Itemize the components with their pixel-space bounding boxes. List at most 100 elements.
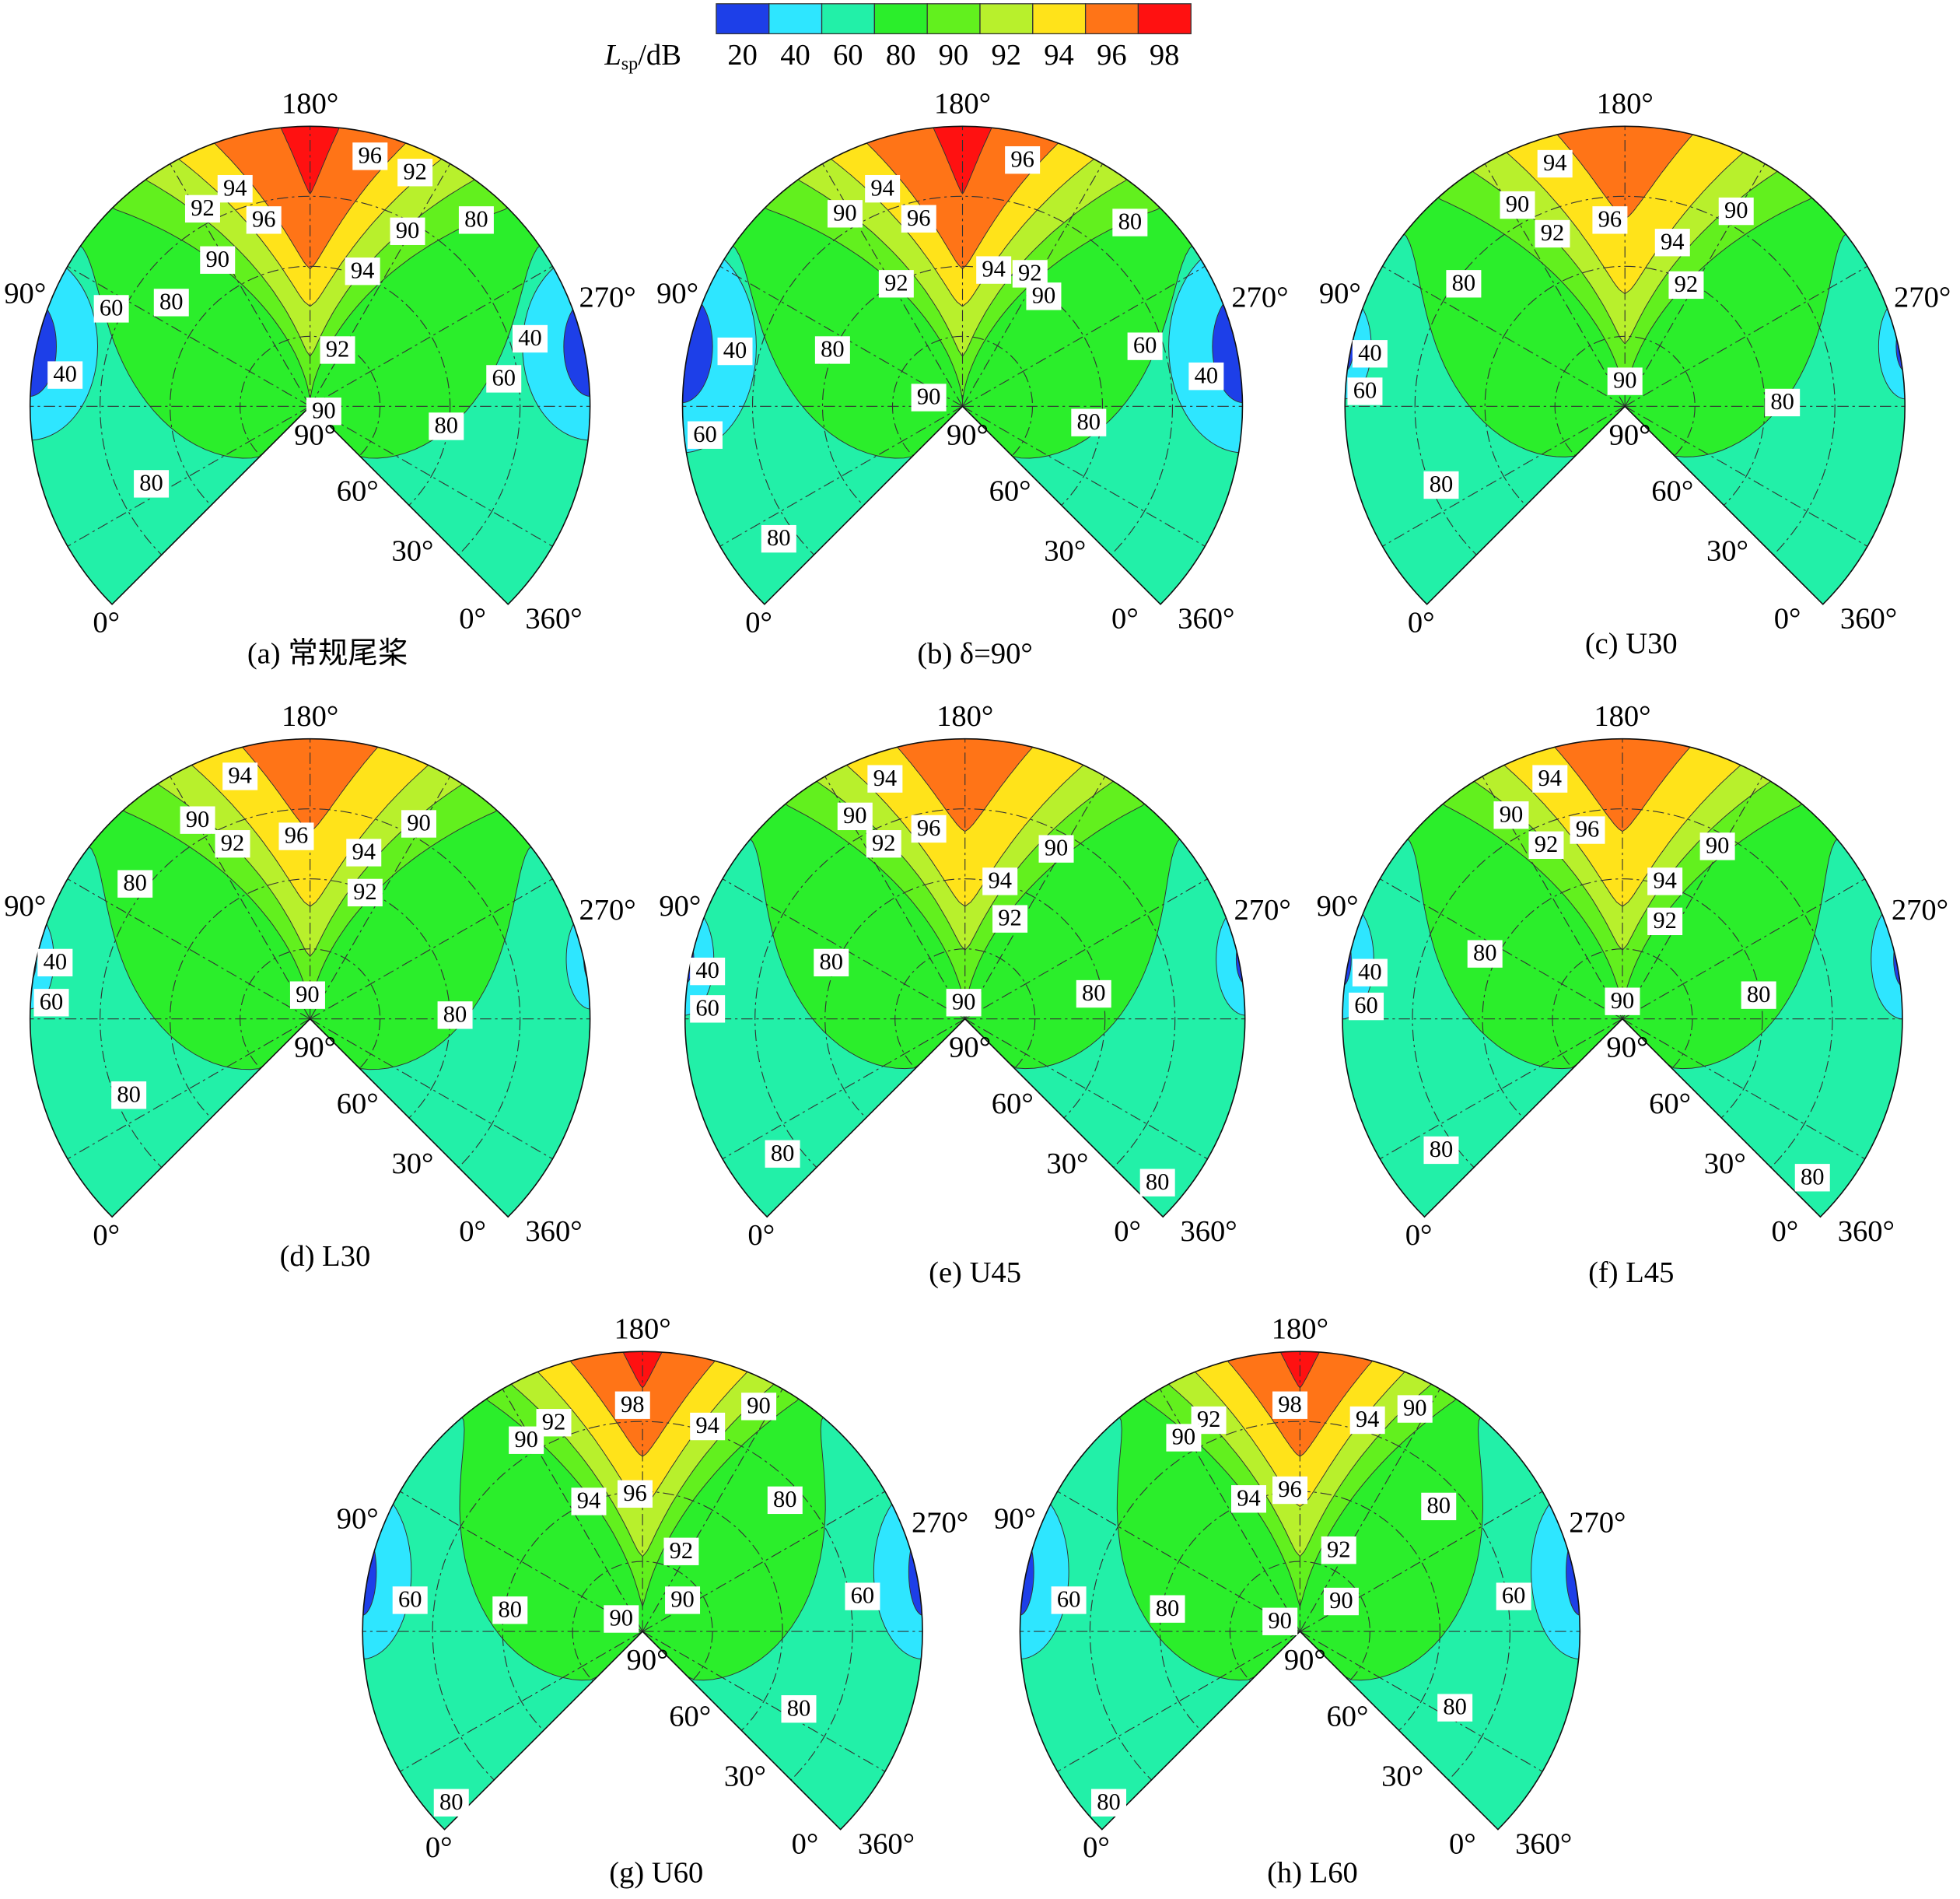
- contour-label: 90: [917, 384, 941, 410]
- contour-label: 80: [787, 1694, 811, 1721]
- contour-label-box: [1038, 835, 1074, 863]
- contour-label-box: [617, 1480, 653, 1508]
- angle-label: 0°: [1449, 1827, 1476, 1860]
- contour-label-box: [509, 1426, 544, 1454]
- contour-label-box: [814, 336, 850, 364]
- contour-label: 90: [843, 802, 867, 829]
- contour-label-box: [184, 194, 220, 223]
- angle-label: 270°: [1231, 282, 1288, 314]
- contour-label-box: [604, 1605, 639, 1633]
- grid-radial: [170, 776, 311, 1019]
- contour-label-box: [837, 802, 873, 831]
- contour-label-box: [1467, 940, 1503, 968]
- contour-label: 60: [398, 1586, 422, 1613]
- contour-label: 90: [407, 810, 431, 836]
- grid-radial: [1382, 405, 1626, 547]
- contour-label-box: [47, 361, 83, 389]
- colorbar-cell: [979, 3, 1034, 35]
- colorbar-tick-label: 60: [833, 39, 863, 72]
- angle-label: 90°: [337, 1503, 379, 1536]
- contour-label: 80: [499, 1596, 523, 1622]
- contour-label-box: [1718, 197, 1754, 226]
- contour-label: 80: [159, 288, 184, 314]
- contour-label: 94: [870, 174, 894, 201]
- colorbar-cell: [873, 3, 928, 35]
- contour-label: 92: [1327, 1536, 1351, 1562]
- contour-label-box: [222, 762, 258, 790]
- contour-label-box: [437, 1001, 473, 1029]
- angle-label: 0°: [1083, 1831, 1110, 1864]
- angle-label: 0°: [747, 1219, 775, 1252]
- contour-label: 80: [1443, 1694, 1467, 1720]
- grid-arc: [432, 1421, 853, 1830]
- angle-label: 270°: [1234, 894, 1291, 927]
- contour-label: 92: [1541, 219, 1565, 246]
- contour-label-box: [1493, 801, 1529, 829]
- region: [932, 126, 993, 194]
- contour-label: 40: [53, 361, 77, 387]
- contour-label-box: [1150, 1595, 1185, 1623]
- contour-label: 96: [252, 205, 276, 232]
- colorbar-tick-label: 20: [727, 39, 758, 72]
- region: [1566, 1527, 1580, 1616]
- colorbar-cell: [1084, 3, 1139, 35]
- grid-arc: [100, 808, 521, 1218]
- contour-label: 92: [191, 194, 215, 221]
- contour-label-box: [1500, 191, 1535, 219]
- angle-label: 60°: [1649, 1088, 1691, 1120]
- contour-label-box: [1005, 146, 1041, 174]
- contour-label-box: [215, 830, 250, 858]
- contour-label: 80: [1146, 1168, 1170, 1195]
- contour-label: 96: [285, 822, 309, 849]
- contour-label: 92: [542, 1408, 566, 1435]
- contour-label: 96: [1010, 145, 1034, 172]
- contour-label: 60: [40, 988, 64, 1014]
- contour-label: 80: [439, 1789, 464, 1815]
- contour-label-box: [1127, 332, 1163, 360]
- contour-label-box: [347, 878, 383, 907]
- contour-label: 92: [884, 269, 908, 296]
- contour-label: 94: [1538, 765, 1563, 791]
- angle-label: 30°: [1704, 1147, 1746, 1180]
- grid-radial: [1622, 1018, 1866, 1160]
- contour-label: 90: [1613, 367, 1637, 394]
- contour-label-box: [690, 1412, 726, 1441]
- contour-label-box: [665, 1586, 701, 1614]
- contour-label-box: [571, 1487, 607, 1515]
- angle-label: 270°: [1892, 894, 1948, 927]
- contour-label: 92: [998, 905, 1022, 931]
- angle-label: 0°: [93, 606, 120, 639]
- region: [362, 1527, 377, 1616]
- angle-label: 0°: [93, 1219, 120, 1252]
- grid-radial: [824, 776, 966, 1019]
- contour-label-box: [93, 295, 129, 323]
- grid-radial: [1379, 878, 1623, 1020]
- contour-label-box: [1112, 208, 1148, 236]
- contour-label-box: [814, 948, 849, 977]
- contour-label-box: [717, 337, 753, 366]
- contour-label: 40: [1195, 362, 1219, 388]
- angle-label: 60°: [669, 1700, 711, 1733]
- contour-label: 90: [1045, 835, 1069, 861]
- contour-label-box: [289, 981, 325, 1009]
- region: [1020, 1484, 1069, 1660]
- contour-label-box: [1654, 229, 1690, 257]
- angle-label: 0°: [459, 1215, 486, 1248]
- contour-label: 98: [621, 1391, 645, 1417]
- region: [280, 126, 341, 194]
- grid-radial: [170, 163, 311, 407]
- grid-radial: [1382, 265, 1626, 407]
- angle-label: 90°: [4, 278, 46, 310]
- contour-label: 90: [1403, 1395, 1427, 1421]
- contour-label: 40: [1358, 339, 1382, 366]
- contour-label-box: [246, 206, 282, 234]
- angle-label: 0°: [745, 606, 772, 639]
- angle-label: 0°: [1111, 603, 1139, 636]
- contour-label: 90: [1268, 1607, 1292, 1634]
- plot-outline: [362, 1351, 923, 1831]
- grid-radial: [1482, 776, 1623, 1019]
- contour-label-box: [390, 217, 425, 245]
- contour-label: 90: [514, 1426, 538, 1452]
- angle-label: 30°: [1706, 535, 1748, 568]
- angle-label: 90°: [947, 419, 989, 451]
